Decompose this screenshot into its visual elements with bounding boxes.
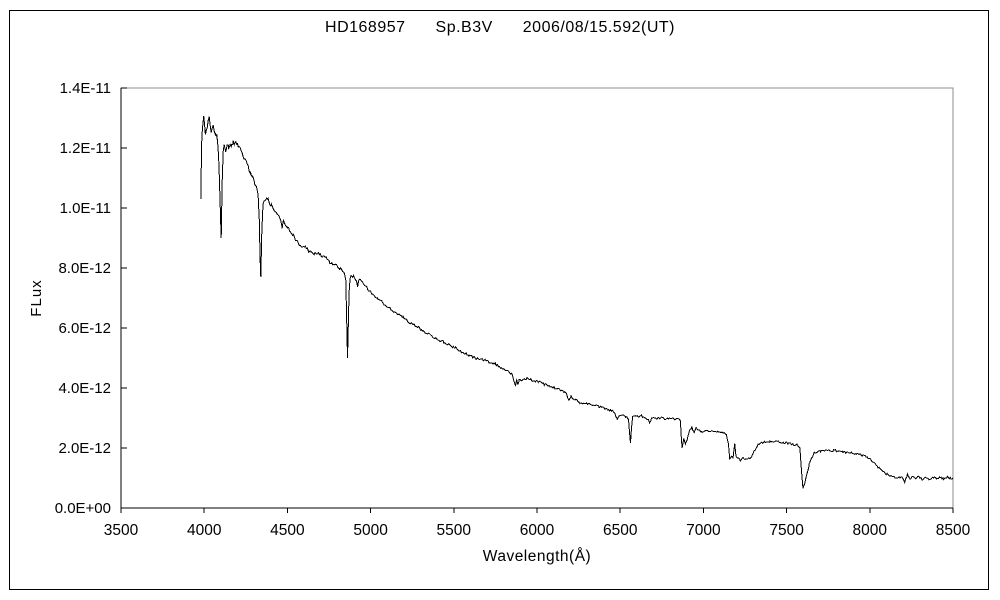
y-tick-label: 6.0E-12	[58, 320, 111, 337]
y-tick-label: 1.2E-11	[60, 140, 111, 157]
x-tick-label: 6500	[603, 522, 638, 539]
x-tick-label: 7500	[769, 522, 804, 539]
spectral-type: Sp.B3V	[435, 19, 493, 36]
x-tick-label: 8000	[853, 522, 888, 539]
x-tick-label: 5000	[353, 522, 388, 539]
plot-area-border	[120, 87, 954, 509]
y-tick-label: 2.0E-12	[58, 440, 111, 457]
x-tick-label: 7000	[686, 522, 721, 539]
x-tick-label: 4000	[187, 522, 222, 539]
y-tick-label: 4.0E-12	[58, 380, 111, 397]
y-tick-label: 0.0E+00	[55, 500, 111, 517]
x-tick-label: 5500	[437, 522, 472, 539]
y-tick-label: 1.0E-11	[60, 200, 111, 217]
observation-date: 2006/08/15.592(UT)	[522, 19, 675, 36]
x-tick-label: 4500	[270, 522, 305, 539]
x-tick-label: 6000	[520, 522, 555, 539]
x-tick-label: 3500	[104, 522, 139, 539]
x-tick-label: 8500	[936, 522, 971, 539]
x-axis-title: Wavelength(Å)	[482, 548, 592, 565]
object-name: HD168957	[325, 19, 406, 36]
spectrum-curve	[200, 115, 954, 489]
y-tick-label: 8.0E-12	[58, 260, 111, 277]
chart-title: HD168957 Sp.B3V 2006/08/15.592(UT)	[0, 19, 1000, 37]
figure-frame	[9, 10, 989, 590]
y-tick-label: 1.4E-11	[60, 80, 111, 97]
